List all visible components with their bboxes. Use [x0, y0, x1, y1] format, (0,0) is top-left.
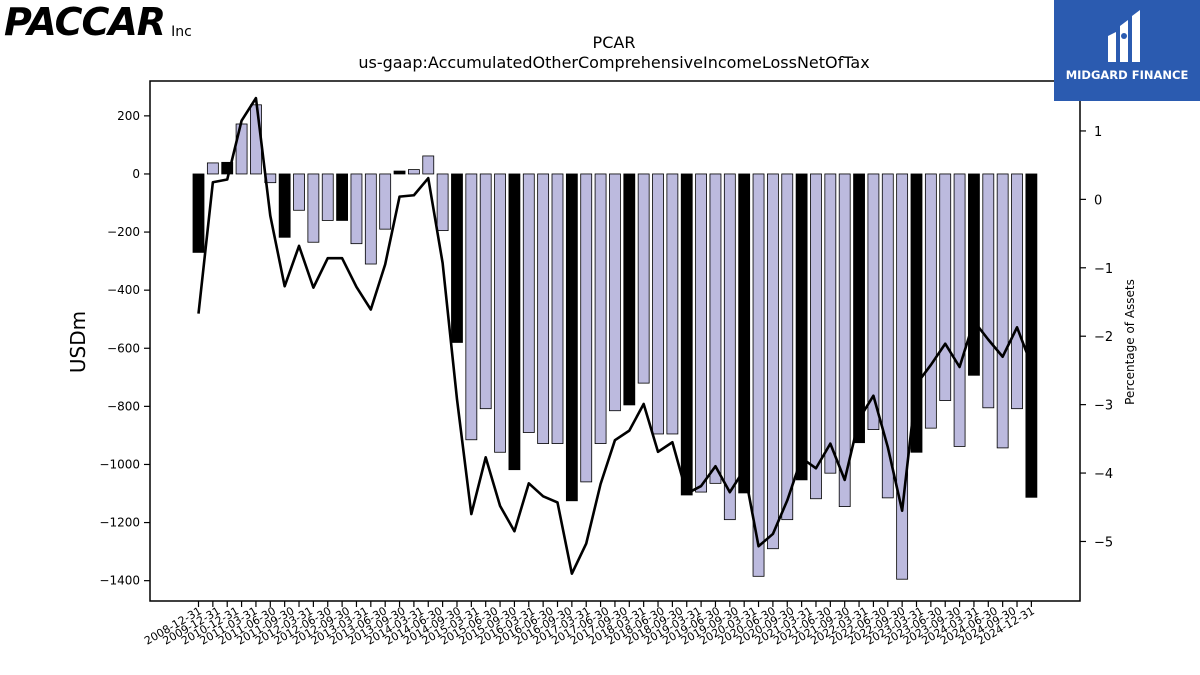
y2-tick-label: −5 — [1094, 535, 1113, 550]
bar — [652, 173, 664, 435]
bar — [738, 173, 751, 494]
bar — [867, 173, 880, 431]
y2-tick-label: −3 — [1094, 399, 1113, 414]
bar — [522, 173, 535, 433]
y-tick-label: 200 — [117, 109, 140, 123]
bar — [982, 173, 995, 409]
publisher-logo: MIDGARD FINANCE — [1054, 0, 1200, 101]
bar — [767, 173, 779, 550]
bar — [881, 173, 894, 499]
bar — [465, 173, 478, 441]
series-line — [197, 96, 1033, 575]
bar — [910, 173, 923, 453]
bar — [680, 173, 693, 496]
bar — [953, 173, 966, 447]
bar — [278, 173, 291, 238]
bar — [723, 173, 736, 521]
bar — [451, 173, 463, 343]
chart-subtitle: us-gaap:AccumulatedOtherComprehensiveInc… — [358, 53, 869, 72]
bar — [350, 173, 363, 245]
bar — [996, 173, 1009, 449]
bar — [192, 173, 205, 253]
bar — [968, 173, 980, 376]
bar-group — [192, 104, 1038, 580]
bar — [379, 173, 392, 230]
y-tick-label: −1000 — [99, 457, 140, 471]
y-tick-label: −600 — [107, 341, 140, 355]
bar — [609, 173, 621, 412]
bar — [336, 173, 349, 221]
bar — [364, 173, 377, 265]
y-tick-label: −1200 — [99, 516, 140, 530]
y-tick-label: 0 — [132, 167, 140, 181]
bar — [781, 173, 794, 521]
bar — [637, 173, 650, 384]
bar — [795, 173, 808, 481]
company-logo-text: PACCAR — [4, 0, 166, 44]
bar — [1025, 173, 1038, 498]
bar — [494, 173, 506, 453]
publisher-logo-text: MIDGARD FINANCE — [1065, 68, 1189, 82]
bar — [853, 173, 865, 444]
y-tick-label: −400 — [107, 283, 140, 297]
bar — [508, 173, 521, 471]
bar — [422, 155, 435, 175]
bar — [695, 173, 707, 493]
y2-tick-label: 0 — [1094, 193, 1102, 208]
bar — [436, 173, 449, 232]
bar — [666, 173, 679, 435]
y2-tick-label: 1 — [1094, 125, 1102, 140]
bar — [939, 173, 952, 401]
line-group — [197, 96, 1033, 575]
bar — [896, 173, 909, 580]
bar — [810, 173, 822, 500]
y-axis: 200 0 −200 −400 −600 −800 −1000 −1200 −1400 — [99, 109, 150, 588]
bar — [407, 169, 420, 175]
bar — [551, 173, 564, 444]
bar — [307, 173, 320, 243]
y2-tick-label: −4 — [1094, 467, 1113, 482]
bar — [580, 173, 593, 483]
bar — [623, 173, 636, 406]
bar — [1011, 173, 1023, 410]
y2-axis-label: Percentage of Assets — [1123, 279, 1137, 405]
company-logo-suffix: Inc — [171, 24, 192, 40]
bar — [206, 162, 219, 175]
bar — [321, 173, 334, 221]
bar — [565, 173, 578, 502]
y-tick-label: −800 — [107, 399, 140, 413]
y2-axis: 1 0 −1 −2 −3 −4 −5 — [1080, 125, 1113, 550]
bar — [838, 173, 851, 507]
midgard-mark-icon — [1108, 10, 1140, 62]
bar — [709, 173, 722, 484]
y-tick-label: −1400 — [99, 574, 140, 588]
company-logo: PACCAR Inc — [4, 2, 192, 42]
bar — [537, 173, 550, 444]
y2-tick-label: −1 — [1094, 262, 1113, 277]
bar — [221, 161, 234, 175]
y-axis-label: USDm — [66, 311, 90, 373]
bar — [752, 173, 765, 577]
bar — [924, 173, 937, 429]
bar — [293, 173, 305, 211]
x-axis: 2008-12-312009-12-312010-12-312011-03-31… — [142, 601, 1037, 648]
bar — [594, 173, 607, 444]
y-tick-label: −200 — [107, 225, 140, 239]
bar — [824, 173, 837, 474]
chart-title: PCAR — [593, 33, 636, 52]
bar — [479, 173, 492, 410]
y2-tick-label: −2 — [1094, 330, 1113, 345]
bar — [393, 170, 406, 175]
